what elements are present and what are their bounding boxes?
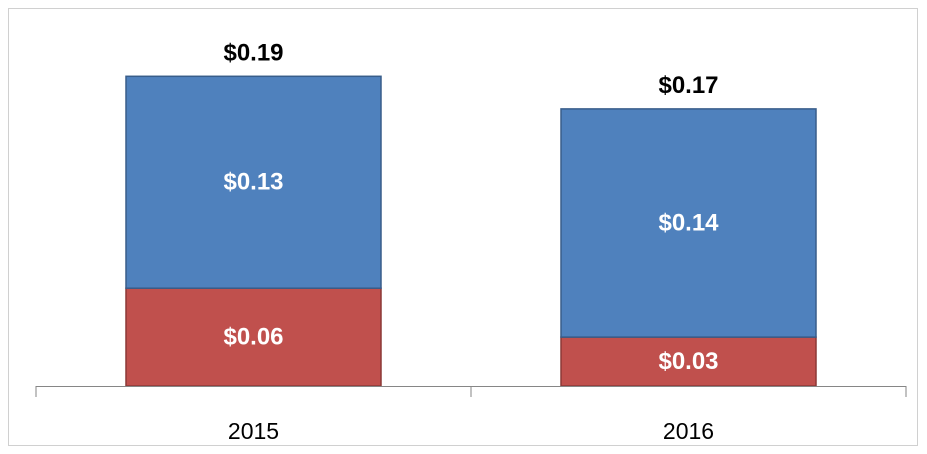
bar-segment: [125, 75, 382, 289]
value-label: $0.13: [223, 169, 283, 196]
value-label: $0.03: [658, 348, 718, 375]
x-tick-label: 2016: [663, 418, 714, 444]
bar-segment: [125, 287, 382, 387]
bar-segment: [560, 108, 817, 338]
value-label: $0.14: [658, 209, 719, 236]
value-label: $0.06: [223, 323, 283, 350]
total-label: $0.17: [658, 72, 718, 99]
bar-segment: [560, 336, 817, 387]
total-label: $0.19: [223, 40, 283, 67]
x-tick-label: 2015: [228, 418, 279, 444]
